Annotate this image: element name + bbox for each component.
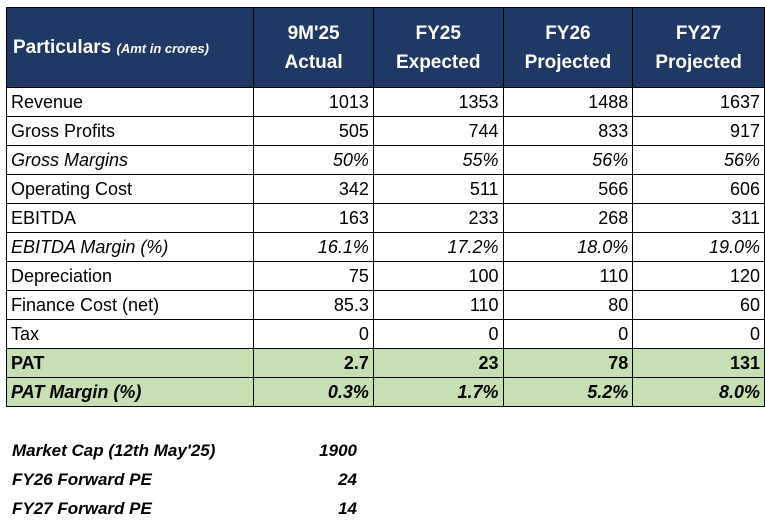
cell: 505: [253, 116, 374, 146]
row-label: EBITDA Margin (%): [5, 232, 255, 262]
cell: 80: [502, 290, 634, 320]
row-gross-profits: Gross Profits 505 744 833 917: [5, 116, 765, 146]
cell: 18.0%: [502, 232, 634, 262]
cell: 23: [372, 348, 504, 378]
cell: 8.0%: [632, 377, 765, 407]
cell: 511: [372, 174, 504, 204]
metric-value: 14: [338, 499, 357, 518]
cell: 56%: [502, 145, 634, 175]
metric-fy26-pe: FY26 Forward PE 24: [12, 465, 357, 494]
cell: 131: [632, 348, 765, 378]
cell: 78: [502, 348, 634, 378]
cell: 16.1%: [253, 232, 374, 262]
cell: 833: [502, 116, 634, 146]
cell: 5.2%: [502, 377, 634, 407]
cell: 19.0%: [632, 232, 765, 262]
cell: 60: [632, 290, 765, 320]
header-col-fy25: FY25 Expected: [372, 7, 504, 88]
valuation-metrics: Market Cap (12th May'25) 1900 FY26 Forwa…: [12, 436, 357, 523]
cell: 2.7: [253, 348, 374, 378]
row-label: Operating Cost: [5, 174, 255, 204]
row-revenue: Revenue 1013 1353 1488 1637: [5, 87, 765, 117]
row-label: PAT: [5, 348, 255, 378]
header-col-fy26: FY26 Projected: [502, 7, 634, 88]
cell: 917: [632, 116, 765, 146]
cell: 0: [502, 319, 634, 349]
header-col-9m25: 9M'25 Actual: [253, 7, 374, 88]
metric-value: 24: [338, 470, 357, 489]
cell: 110: [502, 261, 634, 291]
row-finance-cost: Finance Cost (net) 85.3 110 80 60: [5, 290, 765, 320]
row-operating-cost: Operating Cost 342 511 566 606: [5, 174, 765, 204]
cell: 55%: [372, 145, 504, 175]
metric-label: FY26 Forward PE: [12, 470, 152, 489]
row-label: Finance Cost (net): [5, 290, 255, 320]
cell: 85.3: [253, 290, 374, 320]
metric-label: Market Cap (12th May'25): [12, 441, 216, 460]
header-row: Particulars (Amt in crores) 9M'25 Actual …: [5, 7, 765, 88]
cell: 606: [632, 174, 765, 204]
cell: 233: [372, 203, 504, 233]
particulars-label: Particulars: [13, 36, 112, 58]
cell: 311: [632, 203, 765, 233]
row-ebitda: EBITDA 163 233 268 311: [5, 203, 765, 233]
metric-value: 1900: [319, 441, 357, 460]
row-tax: Tax 0 0 0 0: [5, 319, 765, 349]
row-label: Revenue: [5, 87, 255, 117]
header-particulars: Particulars (Amt in crores): [5, 7, 255, 88]
cell: 163: [253, 203, 374, 233]
cell: 56%: [632, 145, 765, 175]
cell: 268: [502, 203, 634, 233]
cell: 0: [632, 319, 765, 349]
row-pat-margin: PAT Margin (%) 0.3% 1.7% 5.2% 8.0%: [5, 377, 765, 407]
cell: 17.2%: [372, 232, 504, 262]
row-label: PAT Margin (%): [5, 377, 255, 407]
row-ebitda-margin: EBITDA Margin (%) 16.1% 17.2% 18.0% 19.0…: [5, 232, 765, 262]
row-label: Gross Profits: [5, 116, 255, 146]
cell: 566: [502, 174, 634, 204]
header-col-fy27: FY27 Projected: [632, 7, 765, 88]
row-pat: PAT 2.7 23 78 131: [5, 348, 765, 378]
cell: 75: [253, 261, 374, 291]
cell: 120: [632, 261, 765, 291]
row-label: Gross Margins: [5, 145, 255, 175]
cell: 1488: [502, 87, 634, 117]
particulars-unit: (Amt in crores): [116, 40, 209, 56]
cell: 50%: [253, 145, 374, 175]
row-gross-margins: Gross Margins 50% 55% 56% 56%: [5, 145, 765, 175]
cell: 744: [372, 116, 504, 146]
row-label: Depreciation: [5, 261, 255, 291]
cell: 0: [372, 319, 504, 349]
metric-fy27-pe: FY27 Forward PE 14: [12, 494, 357, 523]
cell: 1013: [253, 87, 374, 117]
row-depreciation: Depreciation 75 100 110 120: [5, 261, 765, 291]
row-label: EBITDA: [5, 203, 255, 233]
cell: 1.7%: [372, 377, 504, 407]
cell: 0: [253, 319, 374, 349]
financial-table: Particulars (Amt in crores) 9M'25 Actual …: [5, 7, 765, 407]
metric-market-cap: Market Cap (12th May'25) 1900: [12, 436, 357, 465]
cell: 1637: [632, 87, 765, 117]
cell: 342: [253, 174, 374, 204]
row-label: Tax: [5, 319, 255, 349]
metric-label: FY27 Forward PE: [12, 499, 152, 518]
cell: 100: [372, 261, 504, 291]
cell: 110: [372, 290, 504, 320]
cell: 0.3%: [253, 377, 374, 407]
cell: 1353: [372, 87, 504, 117]
